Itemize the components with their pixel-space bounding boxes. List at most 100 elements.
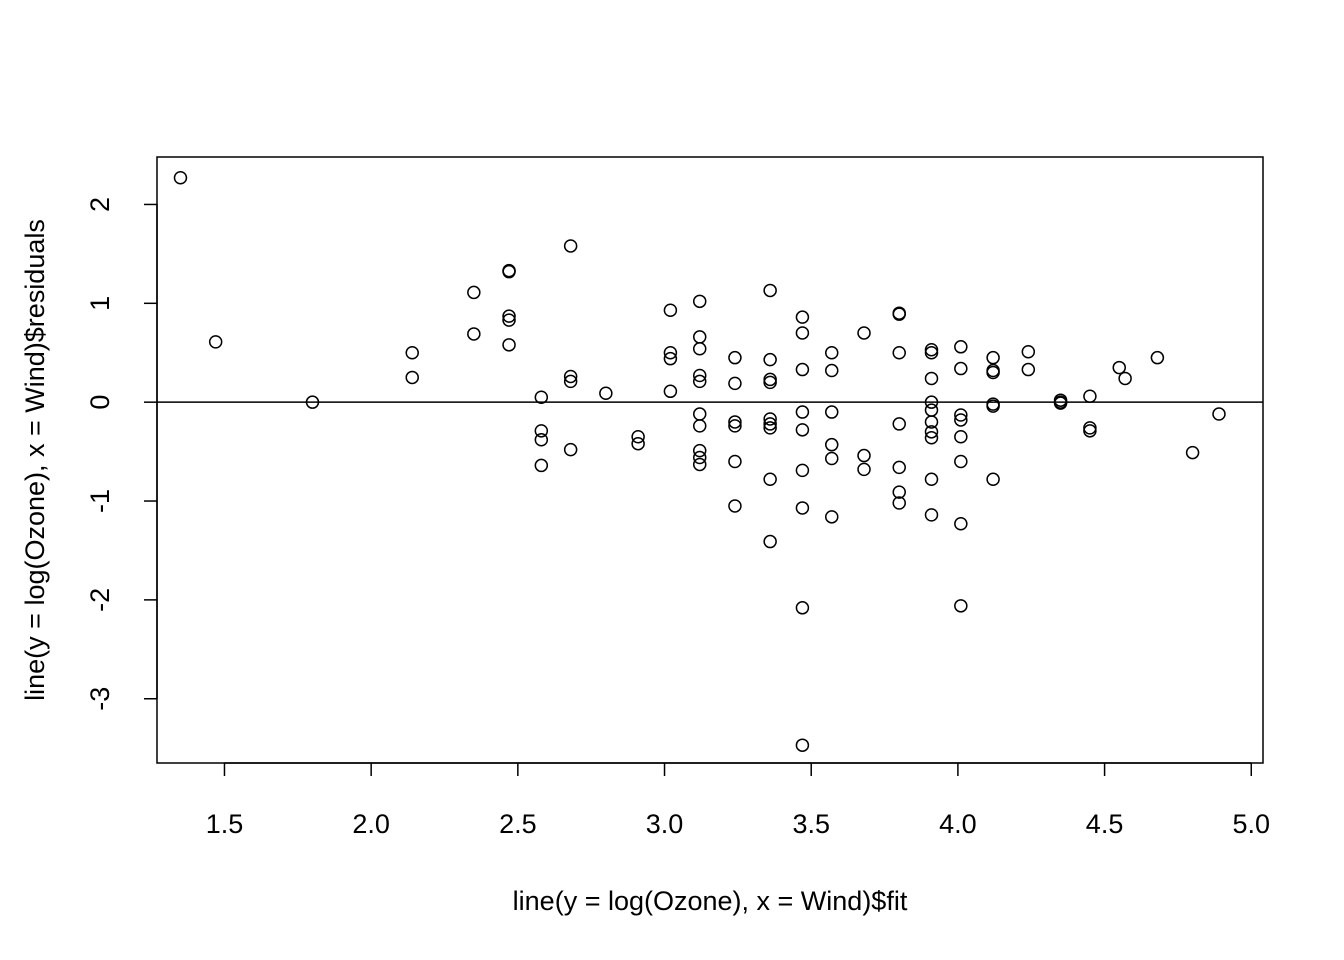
data-point: [954, 454, 968, 469]
data-point: [795, 326, 810, 340]
data-point: [173, 171, 188, 185]
data-point: [857, 448, 871, 463]
data-point: [824, 437, 839, 452]
x-tick-label: 4.5: [1086, 809, 1124, 839]
data-point: [663, 351, 678, 366]
data-point: [692, 450, 707, 465]
data-point: [692, 368, 707, 383]
data-point: [728, 499, 742, 513]
data-point: [1083, 424, 1097, 438]
x-tick-label: 4.0: [939, 809, 977, 839]
data-point: [563, 239, 578, 253]
x-tick-label: 2.5: [499, 809, 537, 839]
data-point: [795, 738, 810, 752]
data-point: [763, 472, 777, 487]
data-point: [763, 534, 777, 549]
data-point: [728, 415, 742, 429]
data-point: [924, 425, 939, 439]
data-point: [1112, 360, 1126, 375]
data-point: [563, 369, 578, 384]
data-point: [824, 345, 839, 360]
data-points: [173, 171, 1226, 752]
x-tick-label: 5.0: [1232, 809, 1270, 839]
data-point: [692, 294, 707, 309]
data-point: [795, 310, 810, 324]
data-point: [502, 309, 516, 323]
data-point: [1083, 389, 1097, 403]
x-tick-label: 1.5: [206, 809, 244, 839]
data-point: [954, 599, 968, 613]
data-point: [1053, 396, 1068, 410]
data-point: [405, 345, 419, 360]
data-point: [1118, 371, 1132, 386]
data-point: [824, 363, 839, 378]
data-point: [986, 350, 1000, 365]
data-point: [1150, 350, 1165, 365]
data-point: [795, 601, 810, 615]
data-point: [563, 442, 578, 457]
x-axis-title: line(y = log(Ozone), x = Wind)$fit: [513, 886, 908, 916]
data-point: [663, 384, 678, 399]
data-point: [892, 460, 906, 475]
data-point: [763, 352, 777, 367]
data-point: [954, 413, 968, 427]
data-point: [924, 431, 939, 445]
data-point: [795, 423, 810, 437]
data-point: [663, 303, 678, 317]
data-point: [692, 457, 707, 472]
data-point: [954, 430, 968, 444]
data-point: [924, 395, 939, 409]
data-point: [857, 326, 871, 340]
data-point: [986, 472, 1000, 487]
data-point: [795, 362, 810, 377]
data-point: [467, 285, 481, 300]
data-point: [405, 370, 419, 385]
data-point: [892, 485, 906, 499]
data-point: [824, 451, 839, 466]
data-point: [924, 415, 939, 429]
data-point: [824, 405, 839, 419]
data-point: [924, 345, 939, 360]
data-point: [795, 463, 810, 478]
data-point: [692, 342, 707, 356]
data-point: [763, 417, 777, 431]
y-tick-label: 2: [85, 197, 115, 212]
data-point: [692, 443, 707, 458]
y-axis: -3 -2 -1 0 1 2: [85, 197, 158, 711]
data-point: [1185, 445, 1200, 460]
y-tick-label: -3: [85, 687, 115, 711]
data-point: [534, 390, 549, 404]
data-point: [892, 417, 906, 431]
data-point: [467, 327, 481, 341]
data-point: [728, 454, 742, 469]
data-point: [1021, 345, 1036, 359]
data-point: [1021, 362, 1036, 377]
data-point: [824, 510, 839, 524]
data-point: [795, 405, 810, 419]
data-point: [924, 371, 939, 386]
data-point: [502, 313, 516, 327]
y-axis-title: line(y = log(Ozone), x = Wind)$residuals: [20, 219, 50, 701]
data-point: [763, 375, 777, 390]
data-point: [954, 340, 968, 354]
data-point: [892, 345, 906, 360]
data-point: [534, 432, 549, 447]
data-point: [986, 365, 1000, 380]
data-point: [728, 376, 742, 391]
data-point: [692, 374, 707, 389]
data-point: [631, 436, 645, 451]
data-point: [857, 462, 871, 477]
data-point: [954, 517, 968, 531]
data-point: [502, 264, 516, 279]
data-point: [728, 350, 742, 365]
data-point: [892, 307, 906, 321]
data-point: [728, 419, 742, 433]
data-point: [563, 374, 578, 389]
x-tick-label: 3.0: [646, 809, 684, 839]
data-point: [795, 501, 810, 515]
data-point: [305, 395, 320, 409]
data-point: [924, 472, 939, 487]
data-point: [763, 412, 777, 426]
data-point: [692, 419, 707, 433]
